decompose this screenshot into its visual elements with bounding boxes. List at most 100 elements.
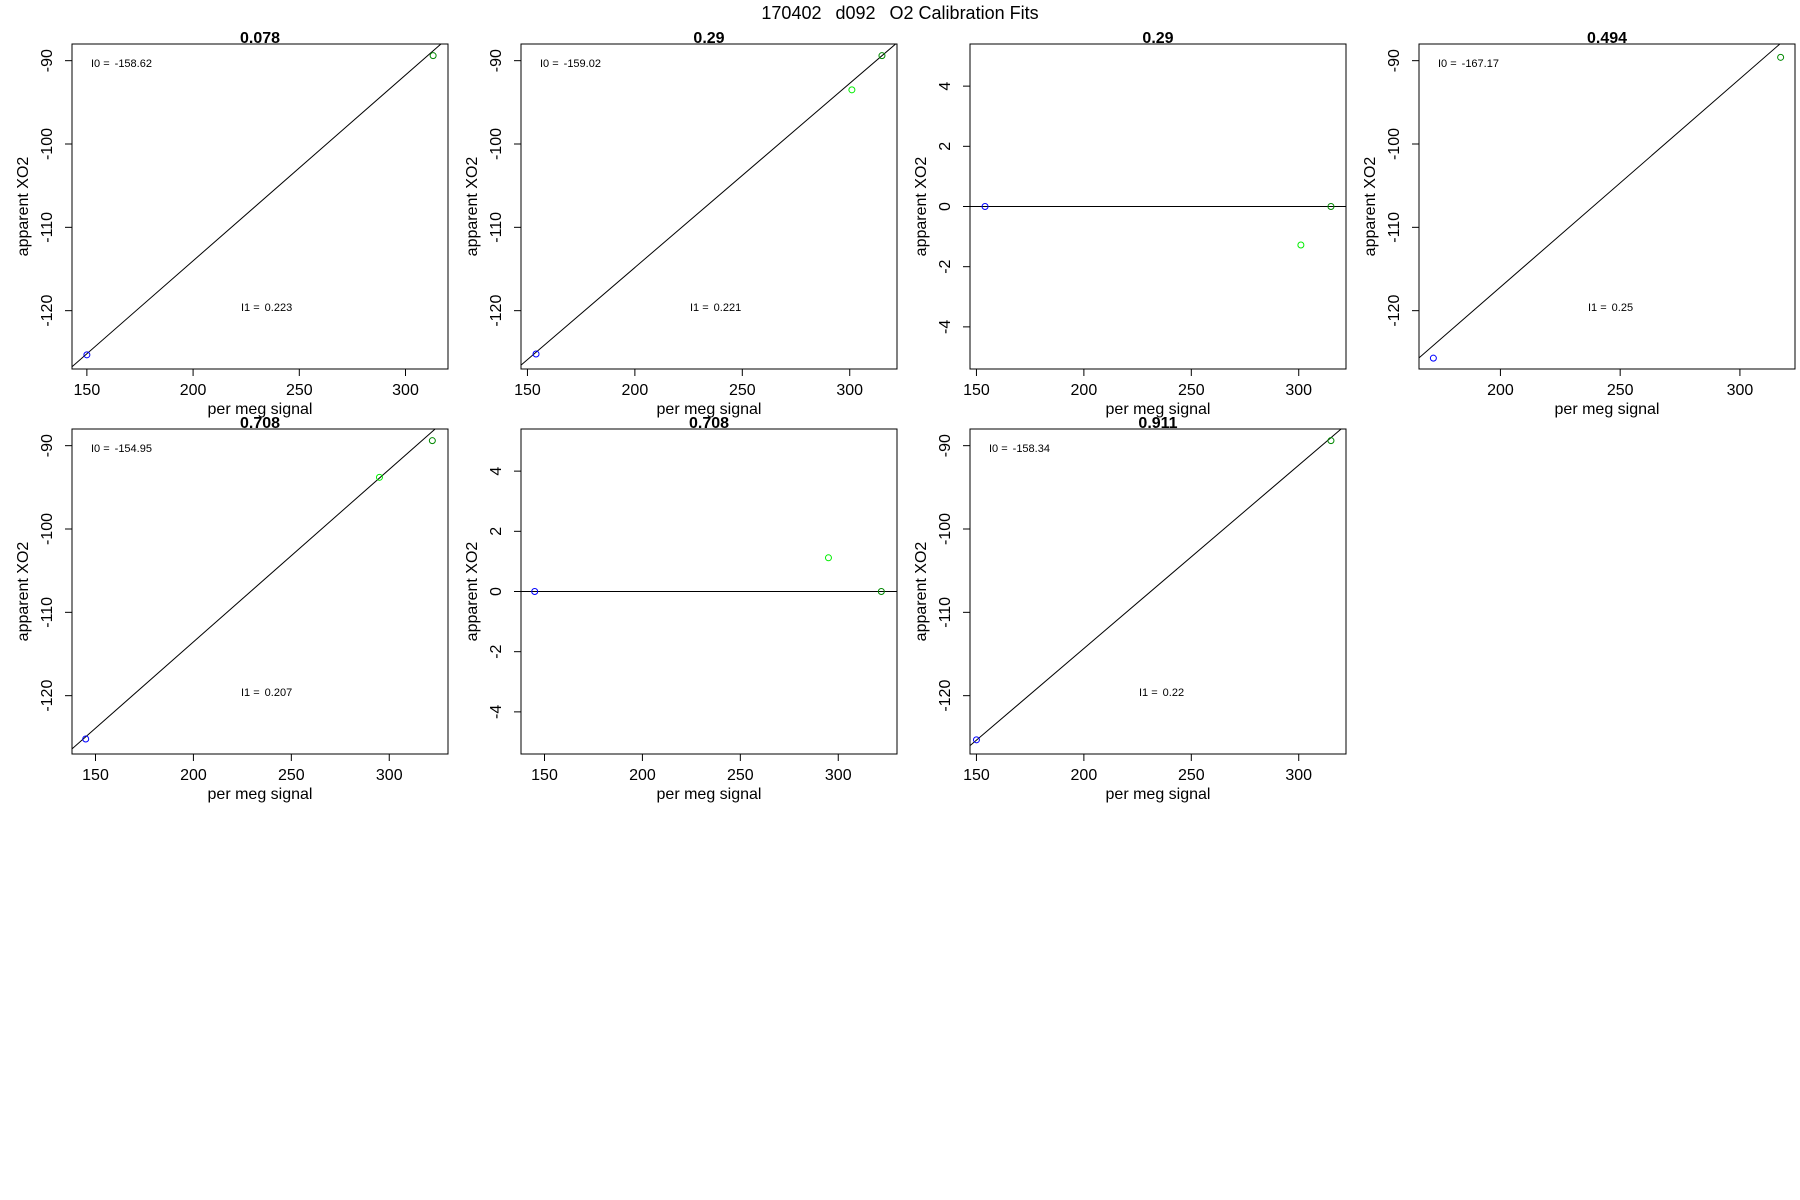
data-point-low	[1429, 354, 1437, 362]
annotation-label: I0 =	[540, 58, 559, 70]
annotation-label: I1 =	[1139, 687, 1158, 699]
x-axis-label: per meg signal	[657, 786, 762, 803]
x-tick-label: 300	[376, 767, 403, 784]
x-tick-label: 300	[836, 382, 863, 399]
plot-frame	[1418, 43, 1796, 370]
panel-title: 0.708	[240, 415, 280, 432]
annotation: I1 = 0.223	[241, 302, 292, 314]
panel-6: 0.708 150 200 250 300 per meg signal 4 2 0 -2 -4 ap…	[464, 415, 898, 803]
x-tick-label: 150	[963, 767, 990, 784]
y-axis-label: apparent XO2	[15, 157, 32, 257]
x-tick-label: 250	[286, 382, 313, 399]
x-axis-label: per meg signal	[1555, 401, 1660, 418]
y-tick-label: -90	[1386, 49, 1403, 72]
fit-line	[970, 429, 1342, 747]
fit-line	[1419, 44, 1781, 359]
y-tick-label: -100	[488, 128, 505, 160]
x-tick-label: 200	[180, 767, 207, 784]
x-tick-label: 200	[1071, 382, 1098, 399]
data-point-low	[531, 588, 539, 595]
y-tick-label: -4	[488, 705, 505, 719]
figure-title-run: d092	[835, 3, 876, 23]
fit-line	[72, 429, 436, 750]
x-tick-label: 300	[392, 382, 419, 399]
panel-title: 0.708	[689, 415, 729, 432]
panel-title: 0.494	[1587, 30, 1627, 47]
y-axis-label: apparent XO2	[1362, 157, 1379, 257]
annotation-label: I1 =	[690, 302, 709, 314]
y-tick-label: -2	[937, 259, 954, 273]
y-tick-label: -120	[1386, 295, 1403, 327]
panel-5: 0.708 150 200 250 300 per meg signal -90 -100 -1…	[15, 415, 449, 803]
y-tick-label: -110	[488, 212, 505, 243]
y-tick-label: -120	[488, 295, 505, 327]
plot-frame	[969, 428, 1347, 755]
panel-2: 0.29 150 200 250 300 per meg signal -90 -100 -11…	[464, 30, 898, 418]
x-tick-label: 200	[180, 382, 207, 399]
annotation-value: 0.22	[1163, 687, 1184, 699]
y-axis-label: apparent XO2	[15, 542, 32, 642]
y-tick-label: 4	[488, 467, 505, 476]
y-axis-label: apparent XO2	[913, 157, 930, 257]
x-tick-label: 200	[1071, 767, 1098, 784]
figure-title: 170402 d092 O2 Calibration Fits	[0, 1, 1800, 25]
x-tick-label: 150	[74, 382, 101, 399]
figure-title-text: O2 Calibration Fits	[889, 3, 1039, 23]
data-point-low	[83, 351, 91, 359]
annotation-label: I0 =	[91, 443, 110, 455]
annotation-label: I1 =	[241, 687, 260, 699]
annotation-value: 0.221	[714, 302, 742, 314]
data-point-high	[877, 588, 885, 595]
y-tick-label: 4	[937, 82, 954, 91]
fit-line	[521, 44, 897, 366]
annotation-label: I0 =	[91, 58, 110, 70]
y-tick-label: -120	[39, 295, 56, 327]
y-tick-label: -90	[937, 434, 954, 457]
annotation-label: I0 =	[1438, 58, 1457, 70]
annotation: I1 = 0.221	[690, 302, 741, 314]
x-tick-label: 300	[1285, 382, 1312, 399]
panel-title: 0.911	[1138, 415, 1177, 432]
y-tick-label: 0	[937, 202, 954, 211]
x-tick-label: 250	[727, 767, 754, 784]
annotation-label: I1 =	[241, 302, 260, 314]
annotation: I0 = -159.02	[540, 58, 601, 70]
x-tick-label: 150	[82, 767, 109, 784]
y-tick-label: -90	[39, 434, 56, 457]
annotation: I0 = -167.17	[1438, 58, 1499, 70]
annotation-value: 0.25	[1612, 302, 1633, 314]
annotation-value: -154.95	[115, 443, 152, 455]
y-tick-label: -100	[39, 128, 56, 160]
y-tick-label: -90	[39, 49, 56, 72]
annotation-label: I1 =	[1588, 302, 1607, 314]
y-tick-label: -4	[937, 320, 954, 334]
x-tick-label: 150	[963, 382, 990, 399]
x-tick-label: 250	[1178, 382, 1205, 399]
y-tick-label: -110	[39, 212, 56, 243]
annotation: I1 = 0.22	[1139, 687, 1184, 699]
data-point-high	[878, 52, 886, 60]
x-axis-label: per meg signal	[208, 401, 313, 418]
data-point-test	[1297, 241, 1305, 249]
panel-title: 0.29	[693, 30, 724, 47]
annotation: I1 = 0.25	[1588, 302, 1633, 314]
x-tick-label: 300	[1727, 382, 1754, 399]
annotation-value: -167.17	[1462, 58, 1499, 70]
y-tick-label: -100	[39, 513, 56, 545]
data-point-low	[981, 203, 989, 210]
y-tick-label: -110	[39, 597, 56, 628]
x-axis-label: per meg signal	[1106, 401, 1211, 418]
x-tick-label: 200	[629, 767, 656, 784]
x-tick-label: 300	[825, 767, 852, 784]
annotation-value: -158.34	[1013, 443, 1050, 455]
y-tick-label: -100	[937, 513, 954, 545]
y-tick-label: -120	[937, 680, 954, 712]
x-tick-label: 300	[1285, 767, 1312, 784]
annotation: I0 = -158.34	[989, 443, 1050, 455]
panel-4: 0.494 200 250 300 per meg signal -90 -100 -110 -…	[1362, 30, 1796, 418]
y-tick-label: -110	[1386, 212, 1403, 243]
annotation-value: 0.223	[265, 302, 293, 314]
y-tick-label: -100	[1386, 128, 1403, 160]
annotation-value: -158.62	[115, 58, 152, 70]
